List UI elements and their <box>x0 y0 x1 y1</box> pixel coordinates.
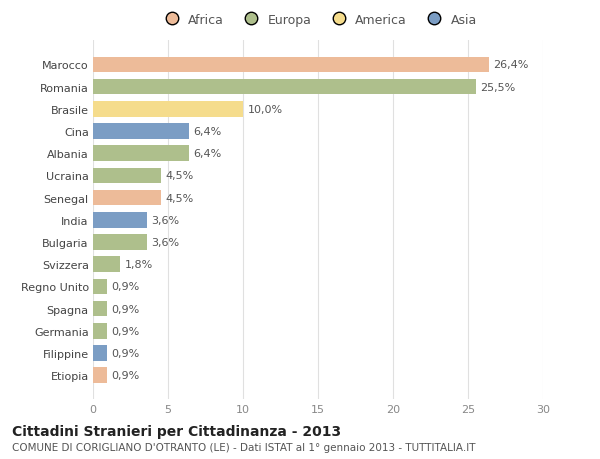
Text: 1,8%: 1,8% <box>125 260 153 269</box>
Bar <box>93 257 120 272</box>
Bar <box>93 323 107 339</box>
Bar <box>93 124 189 140</box>
Text: Cittadini Stranieri per Cittadinanza - 2013: Cittadini Stranieri per Cittadinanza - 2… <box>12 425 341 438</box>
Bar <box>93 146 189 162</box>
Text: 0,9%: 0,9% <box>111 326 139 336</box>
Bar <box>93 168 161 184</box>
Bar <box>93 301 107 317</box>
Legend: Africa, Europa, America, Asia: Africa, Europa, America, Asia <box>154 9 482 32</box>
Text: 0,9%: 0,9% <box>111 282 139 292</box>
Text: 4,5%: 4,5% <box>165 193 193 203</box>
Bar <box>93 235 147 250</box>
Text: 4,5%: 4,5% <box>165 171 193 181</box>
Text: 3,6%: 3,6% <box>151 215 179 225</box>
Bar <box>93 346 107 361</box>
Bar <box>93 368 107 383</box>
Text: 0,9%: 0,9% <box>111 348 139 358</box>
Bar <box>93 57 489 73</box>
Text: 0,9%: 0,9% <box>111 304 139 314</box>
Text: 3,6%: 3,6% <box>151 237 179 247</box>
Text: 25,5%: 25,5% <box>480 83 515 92</box>
Bar <box>93 213 147 228</box>
Text: 6,4%: 6,4% <box>193 127 222 137</box>
Bar <box>93 80 476 95</box>
Text: 10,0%: 10,0% <box>248 105 283 115</box>
Text: COMUNE DI CORIGLIANO D'OTRANTO (LE) - Dati ISTAT al 1° gennaio 2013 - TUTTITALIA: COMUNE DI CORIGLIANO D'OTRANTO (LE) - Da… <box>12 442 476 452</box>
Text: 0,9%: 0,9% <box>111 370 139 381</box>
Bar <box>93 102 243 118</box>
Text: 26,4%: 26,4% <box>493 60 529 70</box>
Text: 6,4%: 6,4% <box>193 149 222 159</box>
Bar <box>93 279 107 295</box>
Bar <box>93 190 161 206</box>
